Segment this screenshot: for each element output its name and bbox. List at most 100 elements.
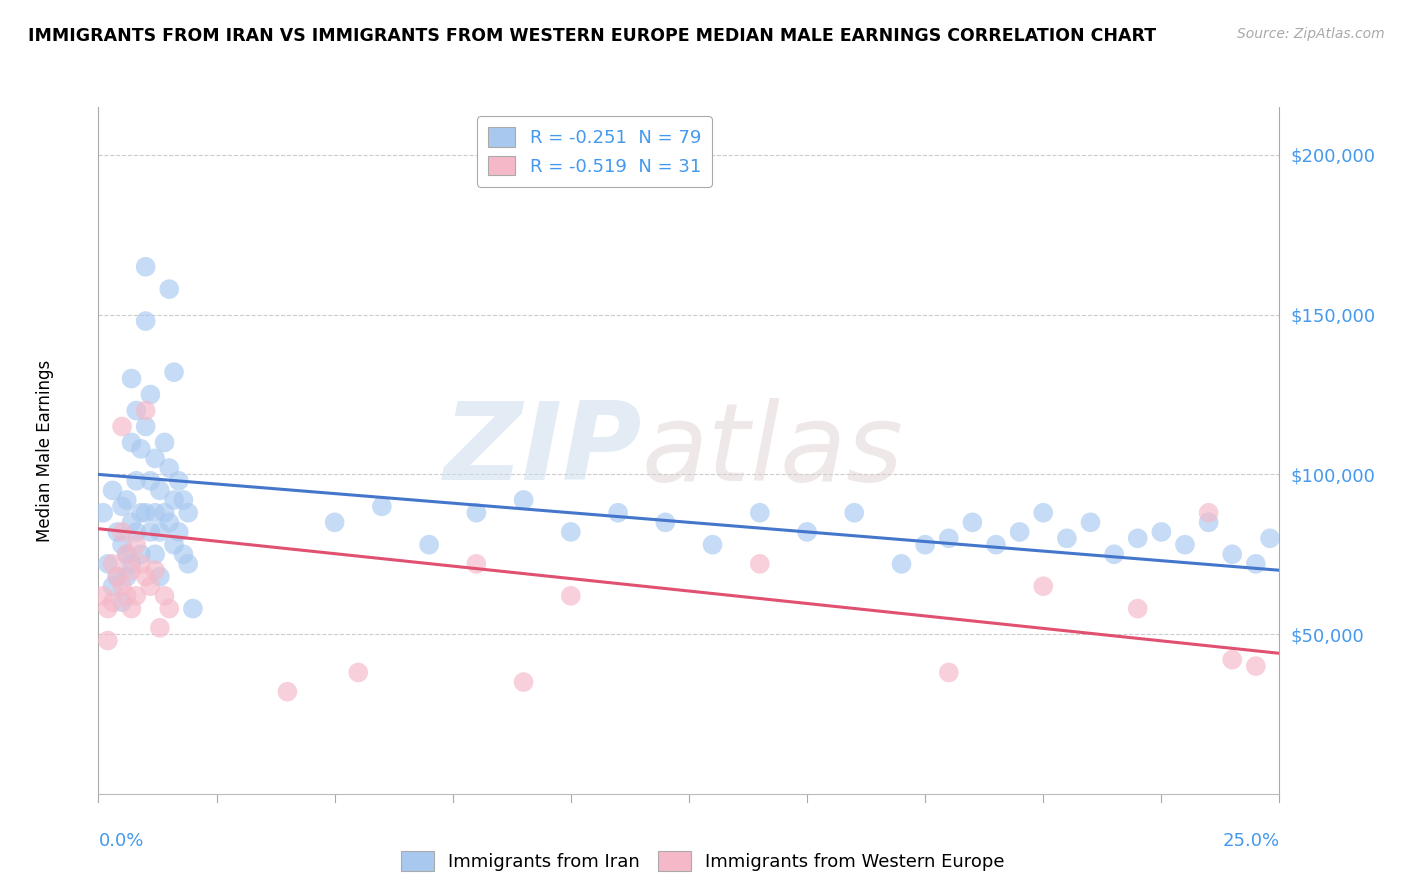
Point	[418, 538, 440, 552]
Point	[135, 419, 157, 434]
Point	[125, 403, 148, 417]
Point	[139, 387, 162, 401]
Point	[167, 474, 190, 488]
Point	[276, 684, 298, 698]
Point	[1220, 547, 1243, 561]
Legend: R = -0.251  N = 79, R = -0.519  N = 31: R = -0.251 N = 79, R = -0.519 N = 31	[477, 116, 711, 186]
Point	[1032, 506, 1054, 520]
Point	[1220, 653, 1243, 667]
Point	[149, 569, 172, 583]
Point	[125, 589, 148, 603]
Point	[167, 524, 190, 539]
Point	[125, 524, 148, 539]
Point	[796, 524, 818, 539]
Point	[129, 557, 152, 571]
Point	[1174, 538, 1197, 552]
Point	[139, 474, 162, 488]
Point	[1244, 659, 1267, 673]
Point	[1198, 506, 1220, 520]
Point	[101, 579, 124, 593]
Point	[157, 601, 180, 615]
Point	[157, 516, 180, 530]
Point	[844, 506, 866, 520]
Point	[1056, 531, 1078, 545]
Point	[129, 547, 152, 561]
Point	[702, 538, 724, 552]
Point	[984, 538, 1007, 552]
Point	[115, 547, 138, 561]
Point	[135, 403, 157, 417]
Point	[121, 557, 143, 571]
Point	[157, 461, 180, 475]
Point	[135, 314, 157, 328]
Point	[125, 474, 148, 488]
Point	[121, 563, 143, 577]
Point	[560, 524, 582, 539]
Point	[1244, 557, 1267, 571]
Text: ZIP: ZIP	[443, 398, 641, 503]
Point	[512, 675, 534, 690]
Point	[890, 557, 912, 571]
Point	[143, 506, 166, 520]
Point	[323, 516, 346, 530]
Point	[157, 282, 180, 296]
Point	[172, 547, 194, 561]
Text: atlas: atlas	[641, 398, 904, 503]
Point	[91, 506, 114, 520]
Point	[1258, 531, 1281, 545]
Point	[654, 516, 676, 530]
Point	[181, 601, 204, 615]
Point	[149, 524, 172, 539]
Point	[149, 483, 172, 498]
Point	[607, 506, 630, 520]
Point	[1150, 524, 1173, 539]
Point	[135, 506, 157, 520]
Point	[1198, 516, 1220, 530]
Point	[962, 516, 984, 530]
Point	[143, 547, 166, 561]
Point	[1080, 516, 1102, 530]
Point	[111, 524, 134, 539]
Point	[139, 524, 162, 539]
Point	[153, 589, 176, 603]
Point	[129, 506, 152, 520]
Point	[748, 506, 770, 520]
Point	[125, 538, 148, 552]
Point	[121, 435, 143, 450]
Point	[149, 621, 172, 635]
Point	[938, 665, 960, 680]
Point	[111, 419, 134, 434]
Point	[115, 547, 138, 561]
Point	[135, 569, 157, 583]
Point	[938, 531, 960, 545]
Text: IMMIGRANTS FROM IRAN VS IMMIGRANTS FROM WESTERN EUROPE MEDIAN MALE EARNINGS CORR: IMMIGRANTS FROM IRAN VS IMMIGRANTS FROM …	[28, 27, 1156, 45]
Point	[111, 538, 134, 552]
Point	[172, 493, 194, 508]
Point	[163, 493, 186, 508]
Point	[101, 595, 124, 609]
Point	[560, 589, 582, 603]
Point	[1102, 547, 1125, 561]
Point	[97, 633, 120, 648]
Point	[115, 493, 138, 508]
Point	[1032, 579, 1054, 593]
Point	[177, 506, 200, 520]
Point	[153, 506, 176, 520]
Point	[1126, 531, 1149, 545]
Point	[371, 500, 394, 514]
Point	[512, 493, 534, 508]
Point	[153, 435, 176, 450]
Point	[111, 595, 134, 609]
Point	[115, 589, 138, 603]
Point	[135, 260, 157, 274]
Point	[111, 579, 134, 593]
Point	[177, 557, 200, 571]
Point	[1008, 524, 1031, 539]
Legend: Immigrants from Iran, Immigrants from Western Europe: Immigrants from Iran, Immigrants from We…	[394, 844, 1012, 879]
Point	[121, 601, 143, 615]
Point	[105, 524, 128, 539]
Point	[143, 451, 166, 466]
Point	[465, 506, 488, 520]
Point	[105, 569, 128, 583]
Point	[163, 538, 186, 552]
